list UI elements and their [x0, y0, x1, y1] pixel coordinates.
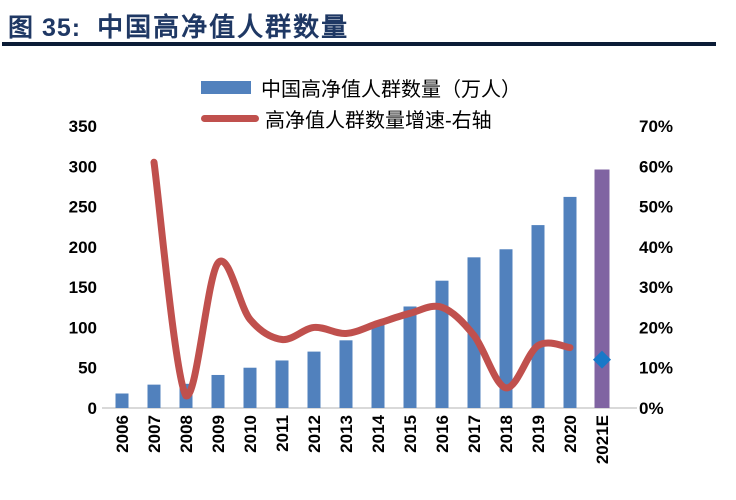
bar-2014 — [371, 324, 385, 408]
x-label-2015: 2015 — [401, 415, 420, 453]
bar-2013 — [339, 340, 353, 408]
y-tick-left-300: 300 — [69, 157, 97, 176]
figure-header: 图 35: 中国高净值人群数量 — [0, 0, 736, 46]
y-tick-left-100: 100 — [69, 318, 97, 337]
x-label-2006: 2006 — [113, 415, 132, 453]
bar-2009 — [211, 374, 225, 408]
y-tick-right-40%: 40% — [639, 238, 673, 257]
bar-2011 — [275, 360, 289, 408]
legend: 中国高净值人群数量（万人） 高净值人群数量增速-右轴 — [201, 72, 521, 134]
x-label-2019: 2019 — [529, 415, 548, 453]
bar-series-swatch-icon — [201, 81, 251, 94]
bar-2012 — [307, 351, 321, 408]
y-tick-right-20%: 20% — [639, 318, 673, 337]
growth-line — [150, 158, 574, 400]
y-tick-right-70%: 70% — [639, 117, 673, 136]
legend-item-line: 高净值人群数量增速-右轴 — [201, 103, 521, 134]
bar-2018 — [499, 249, 513, 408]
bar-2016 — [435, 280, 449, 408]
y-tick-right-10%: 10% — [639, 359, 673, 378]
x-label-2020: 2020 — [561, 415, 580, 453]
legend-item-label: 中国高净值人群数量（万人） — [261, 79, 521, 101]
bar-2020 — [563, 196, 577, 408]
x-label-2013: 2013 — [337, 415, 356, 453]
x-label-2021E: 2021E — [593, 415, 612, 464]
forecast-diamond-icon — [593, 350, 611, 369]
bar-2019 — [531, 225, 545, 408]
x-label-2016: 2016 — [433, 415, 452, 453]
x-label-2011: 2011 — [273, 415, 292, 452]
line-series-swatch-icon — [201, 115, 259, 122]
x-label-2012: 2012 — [305, 415, 324, 453]
y-tick-right-50%: 50% — [639, 198, 673, 217]
bar-2007 — [147, 384, 161, 408]
bar-2010 — [243, 367, 257, 408]
y-tick-left-250: 250 — [69, 198, 97, 217]
figure-title-row: 图 35: 中国高净值人群数量 — [0, 0, 736, 44]
y-tick-left-350: 350 — [69, 117, 97, 136]
y-tick-right-30%: 30% — [639, 278, 673, 297]
x-label-2007: 2007 — [145, 415, 164, 453]
chart-svg: 0 50 100 150 200 250 300 350 0% 10% 20% 30% 40% 50% 60… — [69, 117, 673, 464]
bar-2015 — [403, 306, 417, 408]
bar-2021E — [594, 169, 610, 408]
figure-label: 图 35: — [8, 14, 82, 42]
y-tick-left-50: 50 — [78, 359, 97, 378]
y-tick-right-0%: 0% — [639, 399, 664, 418]
x-label-2009: 2009 — [209, 415, 228, 453]
hnwi-chart: 0 50 100 150 200 250 300 350 0% 10% 20% 30% 40% 50% 60… — [0, 48, 736, 500]
legend-item-bars: 中国高净值人群数量（万人） — [201, 72, 521, 103]
y-tick-left-150: 150 — [69, 278, 97, 297]
x-label-2018: 2018 — [497, 415, 516, 453]
y-tick-left-0: 0 — [88, 399, 97, 418]
bar-2006 — [115, 393, 129, 408]
x-label-2017: 2017 — [465, 415, 484, 453]
x-label-2014: 2014 — [369, 414, 388, 452]
x-label-2010: 2010 — [241, 415, 260, 453]
x-label-2008: 2008 — [177, 415, 196, 453]
legend-item-label: 高净值人群数量增速-右轴 — [265, 110, 492, 132]
y-tick-left-200: 200 — [69, 238, 97, 257]
title-underline — [2, 42, 716, 46]
page-title: 中国高净值人群数量 — [97, 12, 350, 42]
y-tick-right-60%: 60% — [639, 157, 673, 176]
